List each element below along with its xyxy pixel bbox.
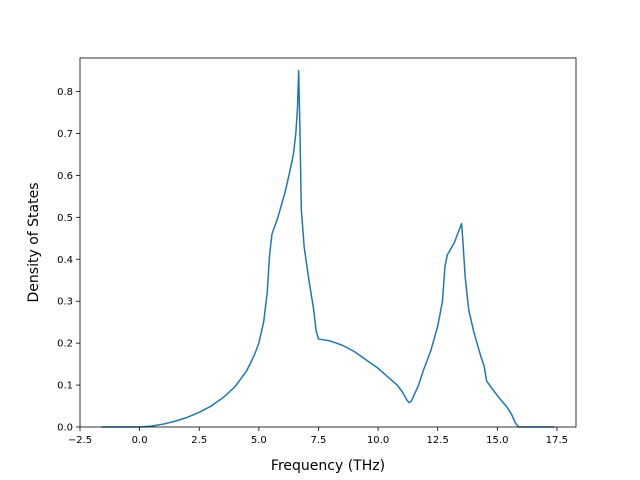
x-axis: −2.5 0.0 2.5 5.0 7.5 10.0 12.5 15.0 17.5 <box>68 427 568 446</box>
y-tick-label: 0.0 <box>57 423 73 434</box>
x-tick-label: 15.0 <box>486 435 508 446</box>
y-axis-label: Density of States <box>26 183 42 303</box>
x-tick-label: 5.0 <box>251 435 267 446</box>
y-tick-label: 0.8 <box>57 87 73 98</box>
x-tick-label: 7.5 <box>311 435 327 446</box>
y-tick-label: 0.5 <box>57 213 73 224</box>
y-tick-label: 0.1 <box>57 381 73 392</box>
plot-frame <box>79 57 577 428</box>
y-tick-label: 0.4 <box>57 255 73 266</box>
y-tick-label: 0.7 <box>57 129 73 140</box>
y-tick-label: 0.3 <box>57 297 73 308</box>
dos-series-line <box>101 69 555 428</box>
x-tick-label: 10.0 <box>367 435 389 446</box>
x-tick-label: 0.0 <box>132 435 148 446</box>
x-tick-label: −2.5 <box>68 435 92 446</box>
y-tick-label: 0.2 <box>57 339 73 350</box>
y-tick-label: 0.6 <box>57 171 73 182</box>
x-axis-label: Frequency (THz) <box>271 458 385 474</box>
x-tick-label: 2.5 <box>191 435 207 446</box>
y-axis: 0.0 0.1 0.2 0.3 0.4 0.5 0.6 0.7 0.8 <box>57 87 80 434</box>
plot-area <box>101 69 555 428</box>
x-tick-label: 12.5 <box>427 435 449 446</box>
x-tick-label: 17.5 <box>546 435 568 446</box>
